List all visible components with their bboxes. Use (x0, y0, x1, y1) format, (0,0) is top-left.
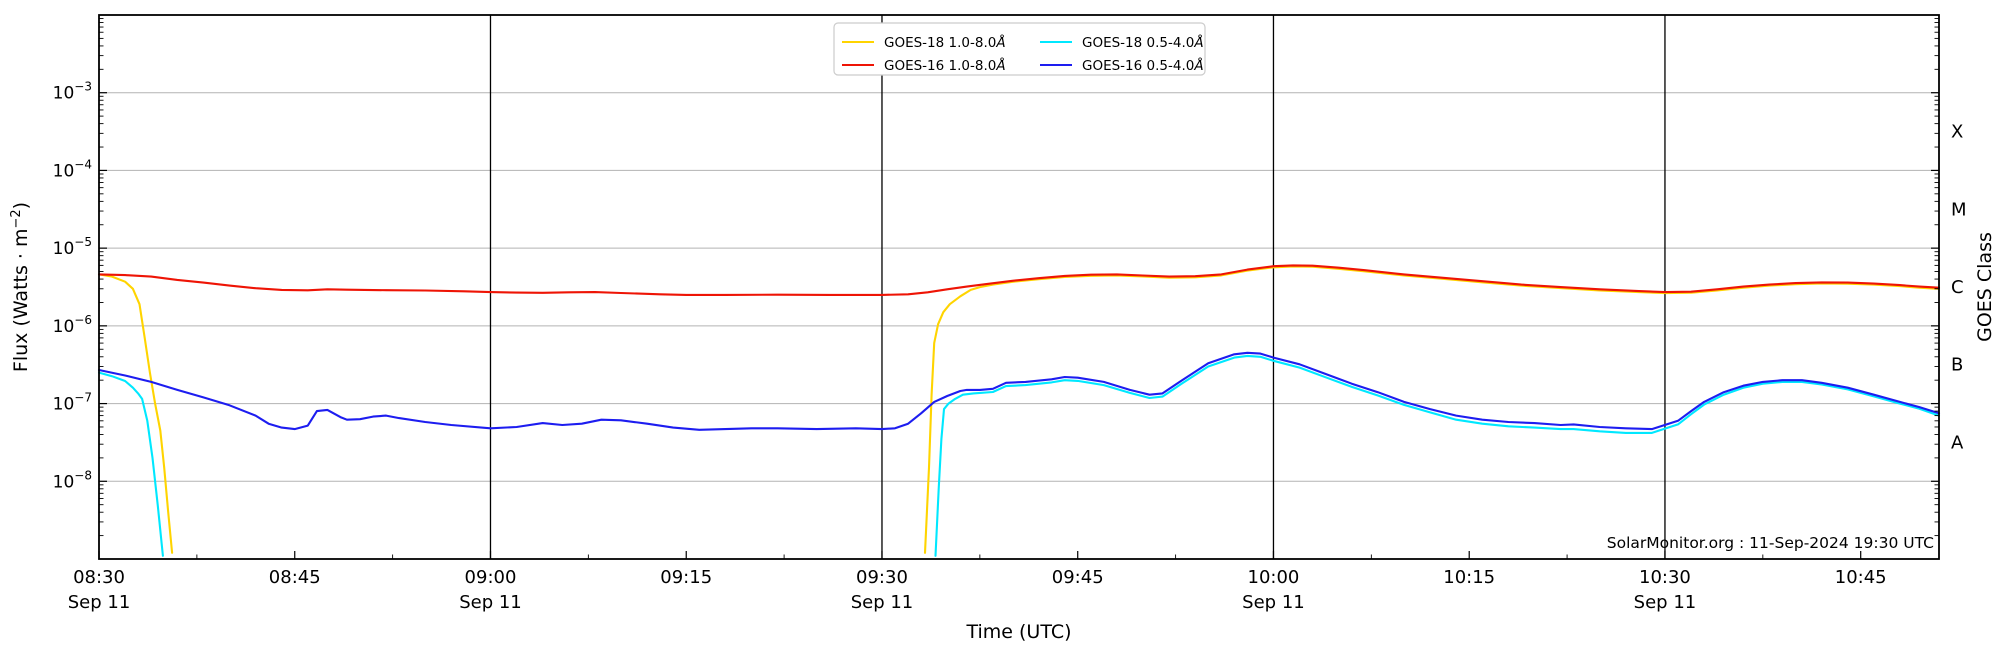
legend-entry-label: GOES-18 0.5-4.0Å (1082, 34, 1204, 51)
y-tick-label: 10−8 (53, 468, 92, 492)
series-goes18-long (97, 273, 174, 554)
y-tick-label: 10−3 (53, 80, 92, 104)
y-tick-label: 10−6 (53, 313, 92, 337)
x-tick-label: 10:45 (1835, 567, 1887, 588)
x-tick-labels: 08:30 Sep 11 08:45 09:00 Sep 11 09:15 09:30 Sep… (68, 567, 1887, 613)
y-tick-label: 10−5 (53, 235, 92, 259)
flux-series (97, 264, 1941, 557)
x-tick-date-label: Sep 11 (1634, 592, 1697, 613)
axis-titles: Flux (Watts · m−2) GOES Class Time (UTC) (9, 202, 1996, 643)
x-axis-title: Time (UTC) (965, 621, 1071, 643)
series-goes16-short (97, 351, 1941, 431)
x-tick-date-label: Sep 11 (851, 592, 914, 613)
y-axis-title: Flux (Watts · m−2) (9, 202, 32, 372)
x-tick-label: 08:30 (73, 567, 125, 588)
goes-class-letter: M (1951, 199, 1967, 220)
watermark-label: SolarMonitor.org : 11-Sep-2024 19:30 UTC (1607, 534, 1934, 552)
y-tick-labels: 10−3 10−4 10−5 10−6 10−7 10−8 (53, 80, 92, 493)
x-tick-label: 10:30 (1639, 567, 1691, 588)
legend-entry-label: GOES-18 1.0-8.0Å (884, 34, 1006, 51)
goes-class-letter: A (1951, 432, 1964, 453)
x-tick-date-label: Sep 11 (459, 592, 522, 613)
goes-class-letter: C (1951, 277, 1964, 298)
x-tick-label: 09:30 (856, 567, 908, 588)
watermark-text: SolarMonitor.org : 11-Sep-2024 19:30 UTC (1607, 534, 1934, 552)
x-tick-label: 09:45 (1052, 567, 1104, 588)
goes-class-letter: B (1951, 355, 1963, 376)
x-tick-date-label: Sep 11 (1242, 592, 1305, 613)
x-tick-label: 08:45 (269, 567, 321, 588)
x-tick-label: 09:15 (660, 567, 712, 588)
axes-frame (98, 14, 1940, 560)
chart-legend: GOES-18 1.0-8.0Å GOES-16 1.0-8.0Å GOES-18 … (833, 22, 1206, 76)
series-goes18-short (97, 371, 164, 557)
goes-class-axis-title: GOES Class (1974, 232, 1996, 342)
series-goes18-short (934, 354, 1941, 557)
day-separator-lines (489, 15, 1666, 559)
x-tick-date-label: Sep 11 (68, 592, 131, 613)
plot-border (98, 14, 1940, 560)
legend-box (833, 22, 1206, 76)
y-tick-label: 10−4 (53, 157, 92, 181)
goes-class-labels: X M C B A (1951, 122, 1967, 454)
legend-entry-label: GOES-16 1.0-8.0Å (884, 57, 1006, 74)
y-tick-label: 10−7 (53, 391, 92, 415)
x-tick-label: 10:00 (1248, 567, 1300, 588)
axis-ticks (98, 18, 1939, 559)
plot-gridlines (99, 92, 1939, 482)
x-tick-label: 09:00 (465, 567, 517, 588)
legend-entry-label: GOES-16 0.5-4.0Å (1082, 57, 1204, 74)
x-tick-label: 10:15 (1443, 567, 1495, 588)
series-goes16-long (97, 264, 1941, 296)
goes-class-letter: X (1951, 122, 1963, 143)
